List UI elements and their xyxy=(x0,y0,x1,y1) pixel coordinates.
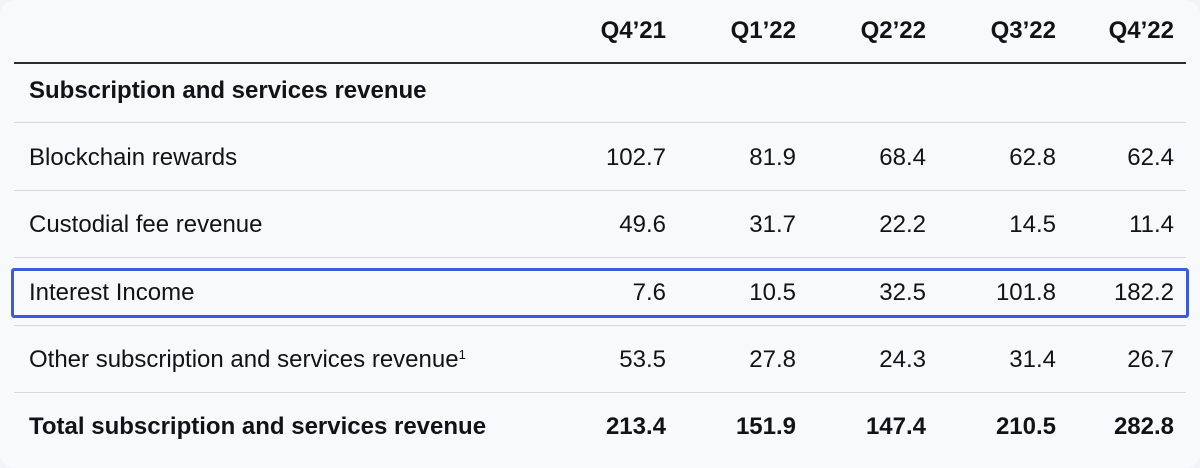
row-value: 68.4 xyxy=(879,144,926,171)
row-divider xyxy=(14,392,1186,393)
column-header: Q4’21 xyxy=(600,17,666,44)
total-value: 282.8 xyxy=(1113,413,1174,440)
row-label: Other subscription and services revenue1 xyxy=(14,346,536,374)
table-row: Blockchain rewards 102.7 81.9 68.4 62.8 … xyxy=(14,137,1186,179)
total-label: Total subscription and services revenue xyxy=(29,413,487,440)
row-value: 22.2 xyxy=(879,211,926,238)
row-value: 27.8 xyxy=(749,346,796,373)
total-value: 151.9 xyxy=(735,413,796,440)
column-header: Q2’22 xyxy=(860,17,926,44)
row-value: 49.6 xyxy=(619,211,666,238)
row-divider xyxy=(14,190,1186,191)
highlight-box xyxy=(11,268,1189,318)
row-value: 31.4 xyxy=(1009,346,1056,373)
row-value: 62.8 xyxy=(1009,144,1056,171)
row-label-text: Other subscription and services revenue xyxy=(29,346,459,373)
row-value: 26.7 xyxy=(1127,346,1174,373)
row-divider xyxy=(14,257,1186,258)
row-label: Interest Income xyxy=(29,279,195,306)
table-row: Other subscription and services revenue1… xyxy=(14,339,1186,381)
row-label: Custodial fee revenue xyxy=(29,211,263,238)
section-title: Subscription and services revenue xyxy=(29,77,427,104)
table-header-row: Q4’21 Q1’22 Q2’22 Q3’22 Q4’22 xyxy=(14,10,1186,52)
section-title-row: Subscription and services revenue xyxy=(14,70,1186,112)
row-value: 31.7 xyxy=(749,211,796,238)
row-divider xyxy=(14,122,1186,123)
row-value: 62.4 xyxy=(1127,144,1174,171)
column-header: Q4’22 xyxy=(1108,17,1174,44)
row-value: 7.6 xyxy=(632,279,666,306)
column-header: Q1’22 xyxy=(730,17,796,44)
row-value: 11.4 xyxy=(1129,211,1174,238)
row-value: 53.5 xyxy=(619,346,666,373)
header-divider xyxy=(14,62,1186,64)
row-value: 32.5 xyxy=(879,279,926,306)
row-label: Blockchain rewards xyxy=(29,144,238,171)
total-value: 147.4 xyxy=(865,413,926,440)
column-header: Q3’22 xyxy=(990,17,1056,44)
footnote-marker: 1 xyxy=(458,347,466,362)
total-value: 210.5 xyxy=(995,413,1056,440)
row-value: 102.7 xyxy=(605,144,666,171)
row-value: 182.2 xyxy=(1113,279,1174,306)
row-value: 24.3 xyxy=(879,346,926,373)
row-divider xyxy=(14,325,1186,326)
row-value: 14.5 xyxy=(1009,211,1056,238)
row-value: 10.5 xyxy=(749,279,796,306)
table-row-highlighted: Interest Income 7.6 10.5 32.5 101.8 182.… xyxy=(14,272,1186,314)
row-value: 81.9 xyxy=(749,144,796,171)
row-value: 101.8 xyxy=(995,279,1056,306)
table-row: Custodial fee revenue 49.6 31.7 22.2 14.… xyxy=(14,204,1186,246)
total-value: 213.4 xyxy=(605,413,666,440)
total-row: Total subscription and services revenue … xyxy=(14,406,1186,448)
